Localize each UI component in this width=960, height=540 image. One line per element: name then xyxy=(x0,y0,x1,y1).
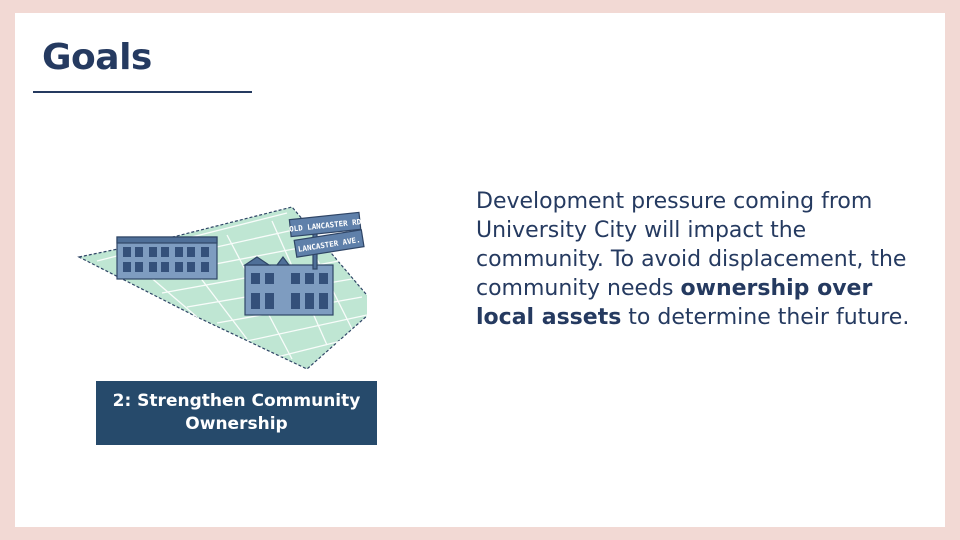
description-text-2: to determine their future. xyxy=(621,305,910,330)
building-row xyxy=(116,236,218,280)
description-text-1: Development pressure coming from Univers… xyxy=(476,189,907,301)
goal-caption: 2: Strengthen Community Ownership xyxy=(96,381,377,445)
goal-description: Development pressure coming from Univers… xyxy=(476,187,916,332)
street-sign xyxy=(288,211,365,270)
slide: Goals xyxy=(15,13,945,527)
slide-title: Goals xyxy=(42,37,152,78)
neighborhood-illustration: OLD LANCASTER RD LANCASTER AVE. xyxy=(77,206,367,369)
corner-building xyxy=(243,256,334,316)
title-underline xyxy=(33,91,252,93)
description-emphasis: ownership over local assets xyxy=(476,276,873,330)
